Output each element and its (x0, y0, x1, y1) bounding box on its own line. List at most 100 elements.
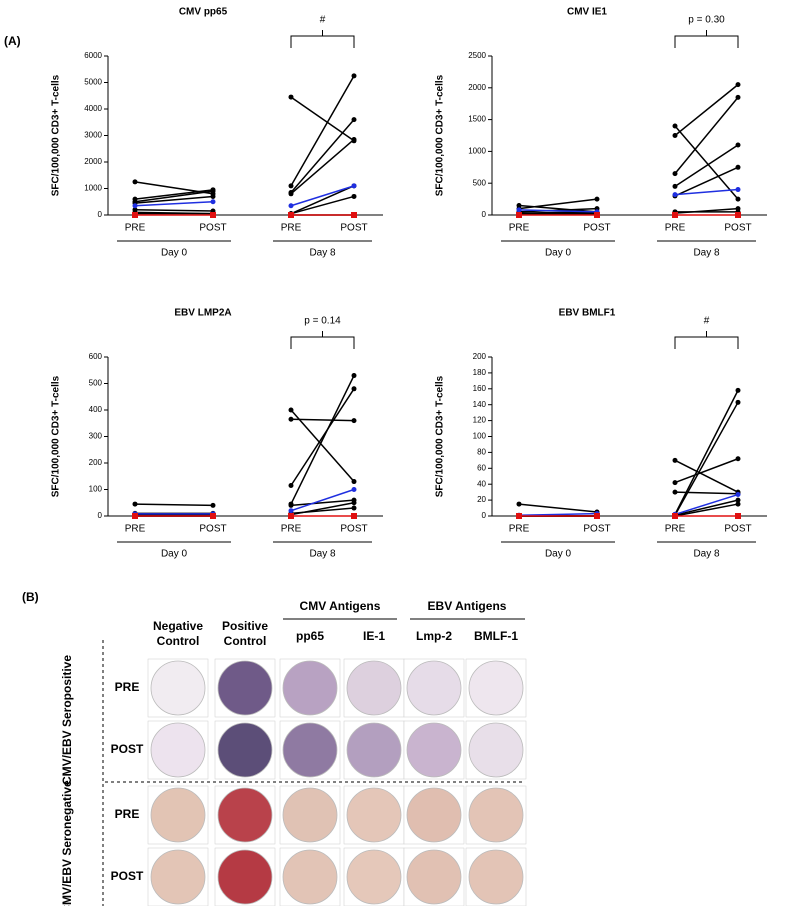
y-tick-label: 100 (89, 485, 103, 494)
marker (289, 417, 294, 422)
marker (211, 189, 216, 194)
well (218, 723, 272, 777)
marker (289, 483, 294, 488)
y-tick-label: 140 (473, 400, 487, 409)
series-line (291, 139, 354, 193)
y-tick-label: 1000 (468, 147, 486, 156)
annotation: # (704, 316, 710, 327)
marker (133, 179, 138, 184)
well (218, 661, 272, 715)
marker (736, 456, 741, 461)
y-tick-label: 2000 (84, 157, 102, 166)
y-axis-label: SFC/100,000 CD3+ T-cells (435, 375, 446, 497)
row-group: CMV/EBV Seronegative (60, 780, 74, 906)
y-tick-label: 500 (89, 379, 103, 388)
well (407, 788, 461, 842)
y-tick-label: 2500 (468, 51, 486, 60)
marker (352, 506, 357, 511)
y-tick-label: 60 (477, 463, 486, 472)
marker (352, 183, 357, 188)
x-tick-label: PRE (125, 223, 146, 234)
series-line (675, 145, 738, 186)
x-tick-label: POST (583, 223, 610, 234)
y-tick-label: 3000 (84, 131, 102, 140)
series-line (135, 504, 213, 505)
marker (210, 513, 216, 519)
marker (352, 418, 357, 423)
y-axis-label: SFC/100,000 CD3+ T-cells (51, 74, 62, 196)
column-header: Negative (153, 619, 203, 633)
marker (211, 194, 216, 199)
marker (289, 95, 294, 100)
column-header: Positive (222, 619, 268, 633)
group-label: Day 8 (309, 549, 336, 560)
marker (210, 212, 216, 218)
well (283, 723, 337, 777)
x-tick-label: POST (724, 524, 751, 535)
marker (673, 480, 678, 485)
column-header: pp65 (296, 629, 324, 643)
well (283, 850, 337, 904)
group-header: EBV Antigens (428, 599, 507, 613)
row-label: PRE (115, 807, 140, 821)
marker (736, 492, 741, 497)
marker (516, 212, 522, 218)
panel-label: (A) (4, 34, 21, 48)
marker (352, 487, 357, 492)
marker (736, 206, 741, 211)
marker (289, 503, 294, 508)
well (407, 661, 461, 715)
well (347, 850, 401, 904)
marker (289, 408, 294, 413)
y-tick-label: 20 (477, 495, 486, 504)
column-header: IE-1 (363, 629, 385, 643)
marker (595, 197, 600, 202)
marker (352, 386, 357, 391)
bracket (675, 331, 738, 349)
marker (352, 479, 357, 484)
x-tick-label: POST (340, 223, 367, 234)
annotation: p = 0.14 (304, 316, 341, 327)
marker (288, 212, 294, 218)
x-tick-label: PRE (125, 524, 146, 535)
well (151, 850, 205, 904)
well (283, 661, 337, 715)
marker (673, 192, 678, 197)
y-tick-label: 100 (473, 432, 487, 441)
row-label: POST (111, 742, 144, 756)
well (218, 850, 272, 904)
series-line (135, 210, 213, 211)
marker (594, 212, 600, 218)
marker (736, 143, 741, 148)
series-line (291, 97, 354, 141)
y-tick-label: 1000 (84, 184, 102, 193)
marker (736, 82, 741, 87)
bracket (291, 331, 354, 349)
marker (735, 212, 741, 218)
y-axis-label: SFC/100,000 CD3+ T-cells (51, 375, 62, 497)
chart-title: CMV IE1 (567, 7, 607, 18)
well (469, 788, 523, 842)
series-line (675, 460, 738, 492)
marker (352, 373, 357, 378)
marker (517, 502, 522, 507)
row-label: PRE (115, 680, 140, 694)
marker (672, 513, 678, 519)
y-tick-label: 4000 (84, 104, 102, 113)
group-label: Day 0 (545, 248, 572, 259)
marker (352, 500, 357, 505)
marker (289, 508, 294, 513)
marker (736, 502, 741, 507)
marker (352, 137, 357, 142)
marker (352, 73, 357, 78)
well (469, 723, 523, 777)
y-tick-label: 5000 (84, 78, 102, 87)
marker (352, 194, 357, 199)
series-line (675, 492, 738, 494)
series-line (291, 376, 354, 505)
well (347, 661, 401, 715)
marker (289, 183, 294, 188)
y-tick-label: 180 (473, 368, 487, 377)
y-tick-label: 300 (89, 432, 103, 441)
marker (736, 165, 741, 170)
